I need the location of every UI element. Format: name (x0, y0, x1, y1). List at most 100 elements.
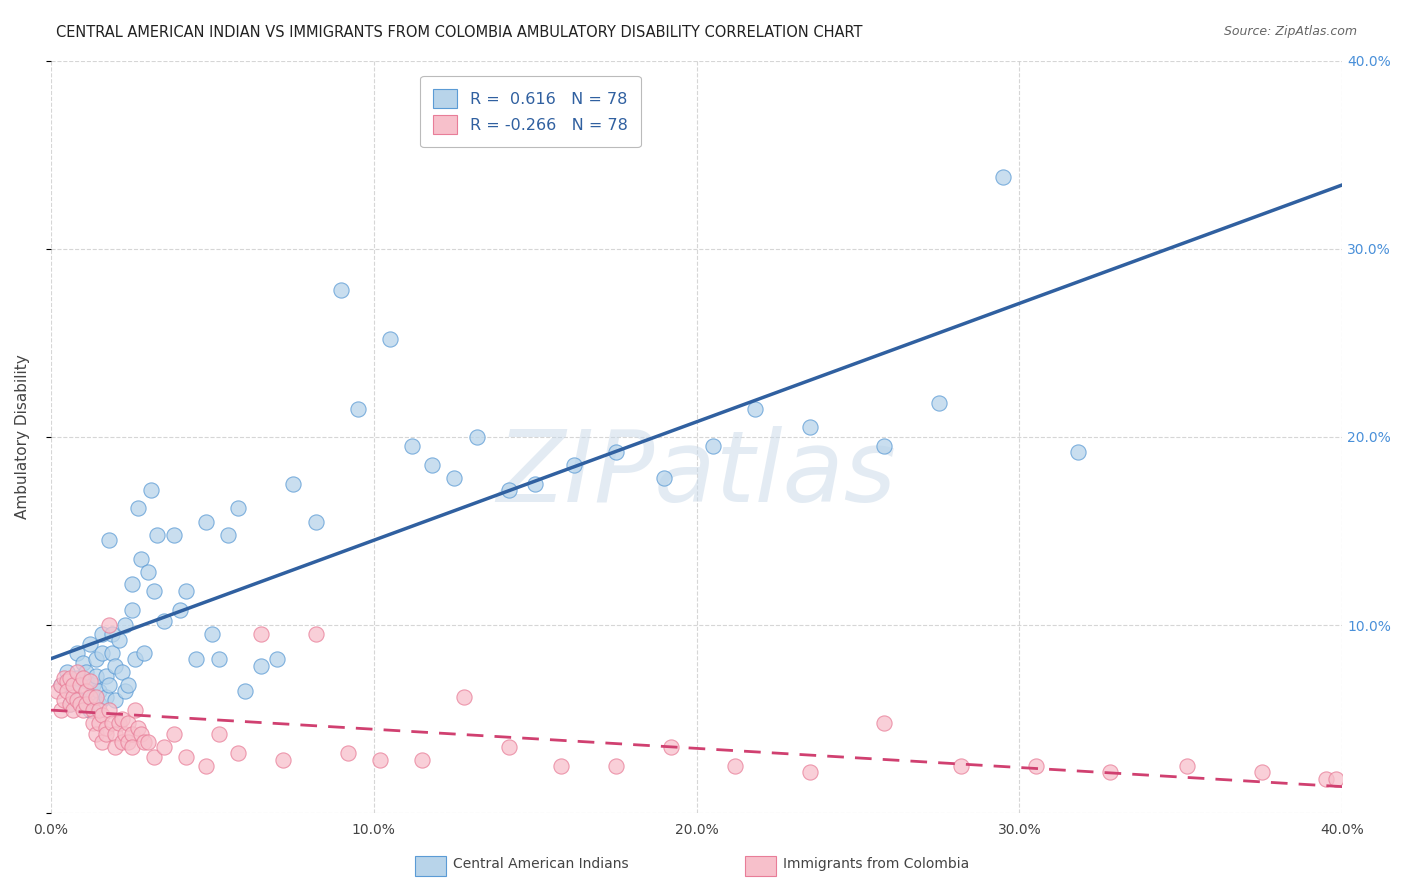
Point (453, 690, 475, 704)
Point (127, 722, 149, 736)
Point (101, 627, 124, 641)
Text: Source: ZipAtlas.com: Source: ZipAtlas.com (1223, 25, 1357, 38)
Point (104, 727, 127, 741)
Point (104, 693, 127, 707)
Point (143, 749, 166, 764)
Point (744, 401, 766, 416)
Point (993, 170, 1015, 185)
Point (136, 566, 159, 580)
Point (1315, 772, 1337, 787)
Point (97, 533, 120, 548)
Point (101, 646, 124, 660)
Point (134, 646, 156, 660)
Point (121, 740, 143, 755)
Point (75, 665, 97, 679)
Point (873, 715, 896, 730)
Text: Immigrants from Colombia: Immigrants from Colombia (783, 856, 969, 871)
Point (91, 627, 114, 641)
Point (550, 759, 572, 773)
Point (59, 697, 82, 711)
Point (75, 674, 97, 689)
Point (127, 501, 149, 516)
Point (82, 715, 104, 730)
Point (226, 501, 249, 516)
Point (97, 703, 120, 717)
Point (69, 678, 91, 692)
Point (562, 458, 585, 472)
Point (346, 401, 368, 416)
Point (62, 690, 84, 704)
Point (249, 627, 271, 641)
Point (114, 618, 136, 632)
Point (659, 740, 682, 755)
Point (928, 396, 950, 410)
Point (233, 684, 256, 698)
Point (94, 722, 117, 736)
Point (84, 727, 107, 741)
Point (498, 740, 520, 755)
Point (1066, 445, 1088, 459)
Point (56, 684, 79, 698)
Point (1324, 772, 1347, 787)
Point (117, 678, 139, 692)
Point (208, 727, 231, 741)
Point (66, 693, 89, 707)
Point (62, 684, 84, 698)
Point (702, 439, 724, 453)
Point (104, 659, 127, 673)
Point (524, 477, 547, 491)
Point (82, 690, 104, 704)
Point (162, 727, 184, 741)
Point (91, 708, 114, 723)
Point (117, 715, 139, 730)
Legend: R =  0.616   N = 78, R = -0.266   N = 78: R = 0.616 N = 78, R = -0.266 N = 78 (420, 76, 641, 147)
Point (79, 674, 101, 689)
Point (82, 678, 104, 692)
Y-axis label: Ambulatory Disability: Ambulatory Disability (15, 354, 30, 519)
Point (146, 527, 169, 541)
Point (89, 684, 111, 698)
Point (336, 746, 359, 760)
Point (84, 690, 107, 704)
Point (117, 734, 139, 748)
Point (59, 671, 82, 685)
Point (266, 652, 288, 666)
Text: ZIPatlas: ZIPatlas (496, 426, 897, 523)
Point (91, 734, 114, 748)
Point (136, 734, 159, 748)
Point (420, 458, 443, 472)
Point (950, 759, 973, 773)
Point (66, 665, 89, 679)
Point (330, 283, 353, 297)
Point (72, 671, 94, 685)
Point (401, 439, 423, 453)
Point (52, 693, 75, 707)
Point (724, 759, 747, 773)
Point (873, 439, 896, 453)
Point (176, 584, 198, 599)
Text: CENTRAL AMERICAN INDIAN VS IMMIGRANTS FROM COLOMBIA AMBULATORY DISABILITY CORREL: CENTRAL AMERICAN INDIAN VS IMMIGRANTS FR… (56, 25, 863, 40)
Point (97, 678, 120, 692)
Point (49, 678, 72, 692)
Point (66, 671, 89, 685)
Point (169, 603, 191, 617)
Point (114, 684, 136, 698)
Point (465, 430, 488, 444)
Point (153, 614, 176, 628)
Point (82, 703, 104, 717)
Point (97, 618, 120, 632)
Point (378, 332, 401, 346)
Point (249, 659, 271, 673)
Point (69, 697, 91, 711)
Point (107, 633, 129, 648)
Point (208, 652, 231, 666)
Point (104, 740, 127, 755)
Point (124, 652, 146, 666)
Point (101, 715, 124, 730)
Point (162, 527, 184, 541)
Point (652, 471, 675, 485)
Point (184, 652, 207, 666)
Point (46, 684, 69, 698)
Point (79, 637, 101, 651)
Point (75, 697, 97, 711)
